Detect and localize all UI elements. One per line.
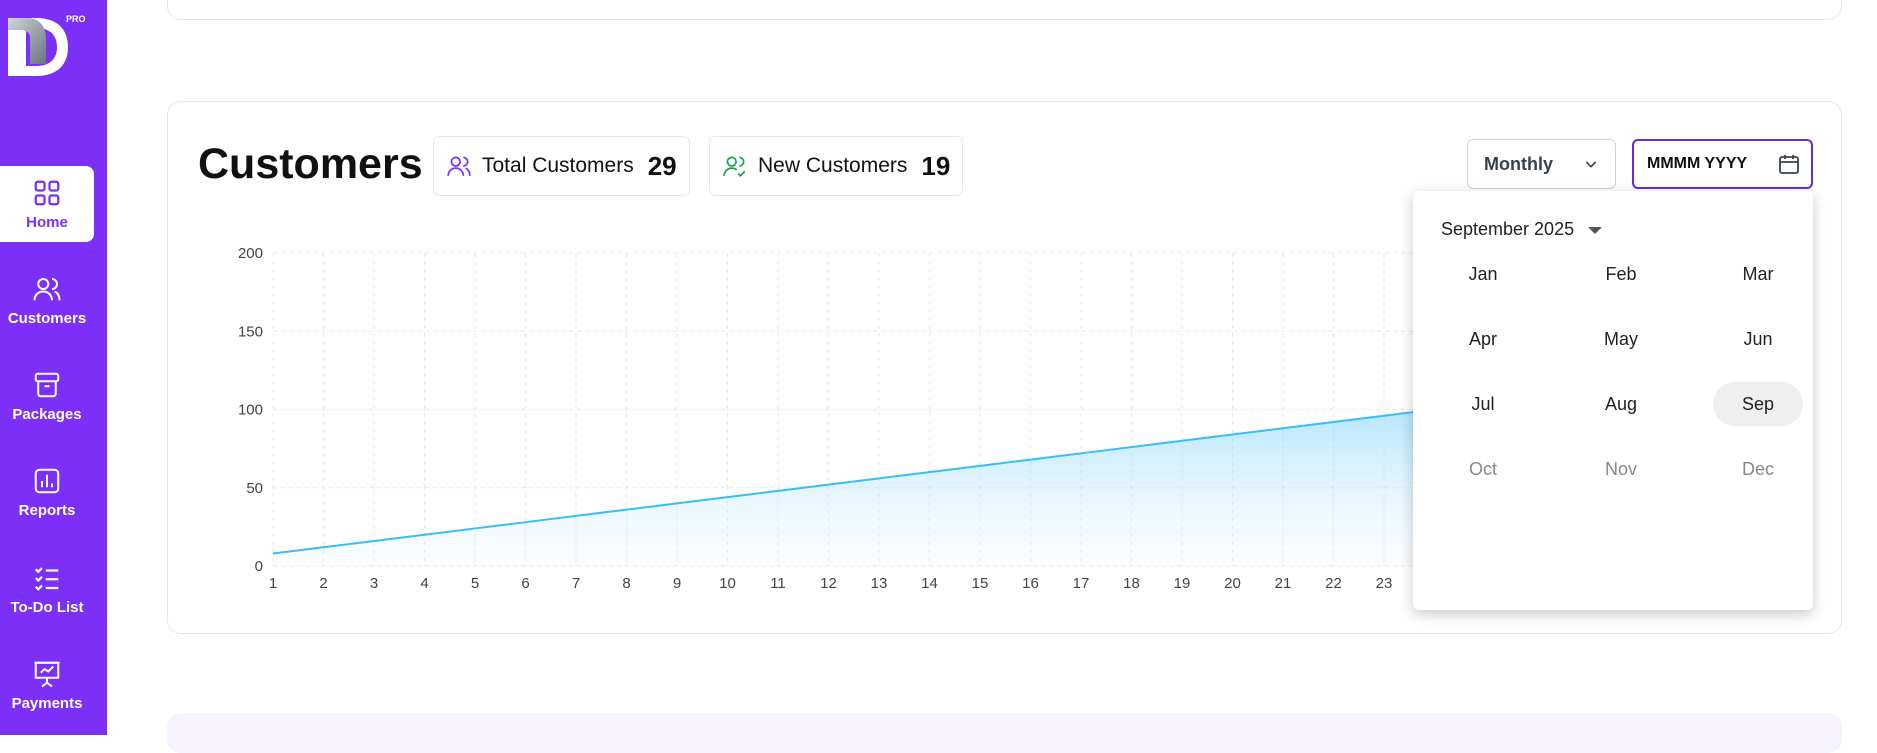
x-tick-label: 23 [1376, 575, 1393, 592]
month-option-sep[interactable]: Sep [1713, 382, 1803, 426]
x-tick-label: 9 [673, 575, 681, 592]
x-tick-label: 5 [471, 575, 479, 592]
y-tick-label: 200 [238, 245, 263, 262]
month-option-mar[interactable]: Mar [1713, 252, 1803, 296]
x-tick-label: 4 [420, 575, 428, 592]
month-option-aug[interactable]: Aug [1576, 382, 1666, 426]
month-picker-header: September 2025 [1441, 219, 1574, 240]
year-selector[interactable]: September 2025 [1441, 219, 1602, 240]
x-tick-label: 14 [921, 575, 938, 592]
x-tick-label: 13 [871, 575, 888, 592]
x-tick-label: 18 [1123, 575, 1140, 592]
x-tick-label: 12 [820, 575, 837, 592]
next-card [167, 713, 1842, 753]
month-option-jul[interactable]: Jul [1438, 382, 1528, 426]
month-option-may[interactable]: May [1576, 317, 1666, 361]
x-tick-label: 3 [370, 575, 378, 592]
caret-down-icon [1588, 227, 1602, 234]
x-tick-label: 8 [622, 575, 630, 592]
month-option-dec: Dec [1713, 447, 1803, 491]
y-tick-label: 0 [255, 558, 263, 575]
y-tick-label: 150 [238, 323, 263, 340]
x-tick-label: 19 [1174, 575, 1191, 592]
x-tick-label: 1 [269, 575, 277, 592]
y-tick-label: 100 [238, 402, 263, 419]
x-tick-label: 2 [319, 575, 327, 592]
x-tick-label: 10 [719, 575, 736, 592]
month-picker-popup: September 2025 Jan Feb Mar Apr May Jun Jul Aug S… [1413, 191, 1813, 610]
x-tick-label: 7 [572, 575, 580, 592]
x-tick-label: 22 [1325, 575, 1342, 592]
x-tick-label: 15 [972, 575, 989, 592]
x-tick-label: 11 [770, 575, 786, 592]
month-option-oct: Oct [1438, 447, 1528, 491]
x-tick-label: 21 [1275, 575, 1292, 592]
month-option-jun[interactable]: Jun [1713, 317, 1803, 361]
x-tick-label: 17 [1073, 575, 1090, 592]
month-option-nov: Nov [1576, 447, 1666, 491]
x-tick-label: 20 [1224, 575, 1241, 592]
y-tick-label: 50 [246, 480, 263, 497]
month-option-jan[interactable]: Jan [1438, 252, 1528, 296]
month-option-feb[interactable]: Feb [1576, 252, 1666, 296]
x-tick-label: 6 [521, 575, 529, 592]
month-option-apr[interactable]: Apr [1438, 317, 1528, 361]
x-tick-label: 16 [1022, 575, 1039, 592]
area-fill [273, 411, 1420, 566]
